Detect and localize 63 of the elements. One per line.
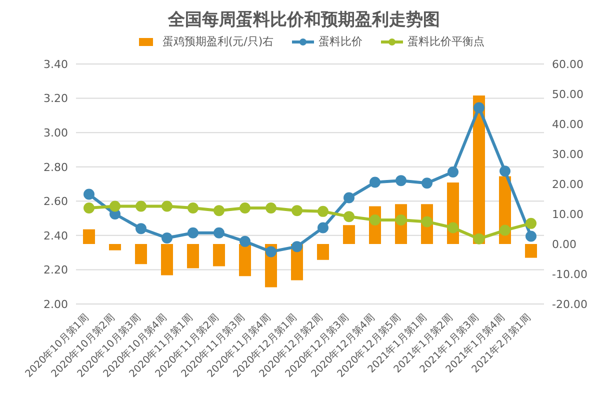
point xyxy=(136,223,146,234)
point xyxy=(500,166,510,177)
y2-tick-label: 0.00 xyxy=(552,238,576,251)
point xyxy=(526,218,536,229)
y-tick-label: 2.00 xyxy=(44,298,68,311)
point xyxy=(162,200,172,212)
point xyxy=(188,227,198,238)
y-tick-label: 3.00 xyxy=(44,126,68,140)
y-tick-label: 2.40 xyxy=(44,229,68,242)
point xyxy=(344,192,354,204)
point xyxy=(500,224,510,236)
y2-tick-label: 60.00 xyxy=(552,58,584,71)
legend-label: 蛋料比价 xyxy=(318,34,363,49)
point xyxy=(136,200,146,212)
y-tick-label: 3.20 xyxy=(44,92,68,106)
y2-tick-label: 30.00 xyxy=(552,148,584,161)
point xyxy=(240,202,250,214)
point xyxy=(474,102,484,114)
y2-tick-label: -20.00 xyxy=(552,298,588,311)
y2-tick-label: 10.00 xyxy=(552,208,584,221)
bar xyxy=(187,244,199,268)
bar xyxy=(135,244,147,264)
point xyxy=(240,236,250,247)
point xyxy=(266,202,276,214)
point xyxy=(370,176,380,188)
point xyxy=(448,166,458,178)
point xyxy=(214,205,224,216)
bar xyxy=(317,244,329,260)
bar xyxy=(239,244,251,276)
point xyxy=(84,188,94,200)
y2-tick-label: 40.00 xyxy=(552,118,584,131)
y-tick-label: 2.80 xyxy=(44,160,68,174)
legend-label: 蛋料比价平衡点 xyxy=(406,34,485,49)
bar xyxy=(83,229,95,244)
y-tick-label: 2.20 xyxy=(44,264,68,277)
point xyxy=(214,227,224,238)
point xyxy=(474,233,484,244)
y2-tick-label: 20.00 xyxy=(552,178,584,191)
point xyxy=(162,232,172,244)
point xyxy=(84,202,94,214)
point xyxy=(448,222,458,234)
point xyxy=(318,206,328,217)
point xyxy=(344,211,354,222)
bar xyxy=(343,225,355,244)
point xyxy=(396,175,406,186)
point xyxy=(110,200,120,212)
bar xyxy=(525,244,537,258)
y2-tick-label: 50.00 xyxy=(552,88,584,101)
bar xyxy=(213,244,225,266)
point xyxy=(266,246,276,258)
point xyxy=(292,241,302,252)
point xyxy=(188,202,198,214)
legend-label: 蛋鸡预期盈利(元/只)右 xyxy=(161,34,274,49)
y-tick-label: 3.40 xyxy=(44,58,68,71)
y2-tick-label: -10.00 xyxy=(552,268,588,281)
point xyxy=(318,222,328,234)
point xyxy=(526,230,536,242)
bar xyxy=(161,244,173,276)
y-tick-label: 2.60 xyxy=(44,195,68,208)
point xyxy=(292,205,302,216)
chart-title: 全国每周蛋料比价和预期盈利走势图 xyxy=(166,9,441,32)
bar xyxy=(109,244,121,250)
point xyxy=(422,178,432,189)
